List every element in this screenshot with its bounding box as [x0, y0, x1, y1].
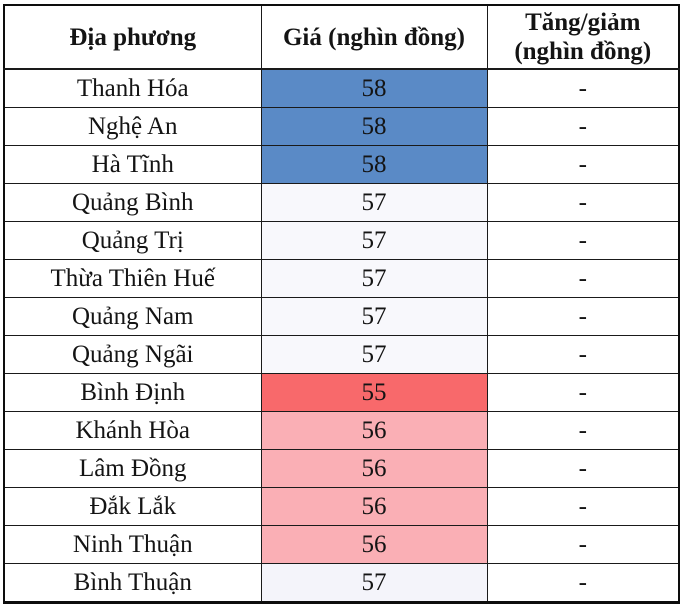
header-province: Địa phương [3, 4, 262, 70]
price-cell: 57 [260, 259, 488, 298]
price-cell: 58 [260, 68, 488, 108]
change-cell: - [486, 525, 680, 564]
price-cell: 56 [260, 411, 488, 450]
change-cell: - [486, 487, 680, 526]
province-cell: Nghệ An [3, 107, 262, 146]
province-cell: Thừa Thiên Huế [3, 259, 262, 298]
header-row: Địa phương Giá (nghìn đồng) Tăng/giảm (n… [3, 4, 680, 70]
change-cell: - [486, 563, 680, 603]
table-header: Địa phương Giá (nghìn đồng) Tăng/giảm (n… [3, 4, 680, 70]
price-cell: 58 [260, 145, 488, 184]
table-row: Quảng Nam 57 - [3, 297, 680, 336]
header-change: Tăng/giảm (nghìn đồng) [486, 4, 680, 70]
province-cell: Thanh Hóa [3, 68, 262, 108]
change-cell: - [486, 145, 680, 184]
price-cell: 56 [260, 525, 488, 564]
price-cell: 57 [260, 183, 488, 222]
price-cell: 57 [260, 563, 488, 603]
province-cell: Quảng Nam [3, 297, 262, 336]
table-row: Quảng Bình 57 - [3, 183, 680, 222]
table-row: Đắk Lắk 56 - [3, 487, 680, 526]
change-cell: - [486, 183, 680, 222]
province-cell: Bình Thuận [3, 563, 262, 603]
price-cell: 57 [260, 221, 488, 260]
change-cell: - [486, 259, 680, 298]
change-cell: - [486, 297, 680, 336]
price-cell: 57 [260, 297, 488, 336]
price-cell: 58 [260, 107, 488, 146]
change-cell: - [486, 107, 680, 146]
table-row: Bình Thuận 57 - [3, 563, 680, 603]
change-cell: - [486, 335, 680, 374]
table-row: Quảng Trị 57 - [3, 221, 680, 260]
table-row: Quảng Ngãi 57 - [3, 335, 680, 374]
province-cell: Khánh Hòa [3, 411, 262, 450]
change-cell: - [486, 411, 680, 450]
change-cell: - [486, 449, 680, 488]
pig-price-table: Địa phương Giá (nghìn đồng) Tăng/giảm (n… [3, 4, 680, 604]
table-body: Thanh Hóa 58 - Nghệ An 58 - Hà Tĩnh 58 -… [3, 68, 680, 603]
table-row: Ninh Thuận 56 - [3, 525, 680, 564]
province-cell: Ninh Thuận [3, 525, 262, 564]
province-cell: Quảng Bình [3, 183, 262, 222]
table-row: Thanh Hóa 58 - [3, 68, 680, 108]
table-row: Hà Tĩnh 58 - [3, 145, 680, 184]
table-row: Bình Định 55 - [3, 373, 680, 412]
price-cell: 56 [260, 449, 488, 488]
province-cell: Quảng Ngãi [3, 335, 262, 374]
change-cell: - [486, 373, 680, 412]
province-cell: Quảng Trị [3, 221, 262, 260]
price-cell: 55 [260, 373, 488, 412]
table-row: Khánh Hòa 56 - [3, 411, 680, 450]
province-cell: Hà Tĩnh [3, 145, 262, 184]
price-cell: 57 [260, 335, 488, 374]
header-price: Giá (nghìn đồng) [260, 4, 488, 70]
change-cell: - [486, 221, 680, 260]
price-cell: 56 [260, 487, 488, 526]
change-cell: - [486, 68, 680, 108]
province-cell: Lâm Đồng [3, 449, 262, 488]
province-cell: Bình Định [3, 373, 262, 412]
table-row: Lâm Đồng 56 - [3, 449, 680, 488]
table-row: Nghệ An 58 - [3, 107, 680, 146]
province-cell: Đắk Lắk [3, 487, 262, 526]
table-row: Thừa Thiên Huế 57 - [3, 259, 680, 298]
